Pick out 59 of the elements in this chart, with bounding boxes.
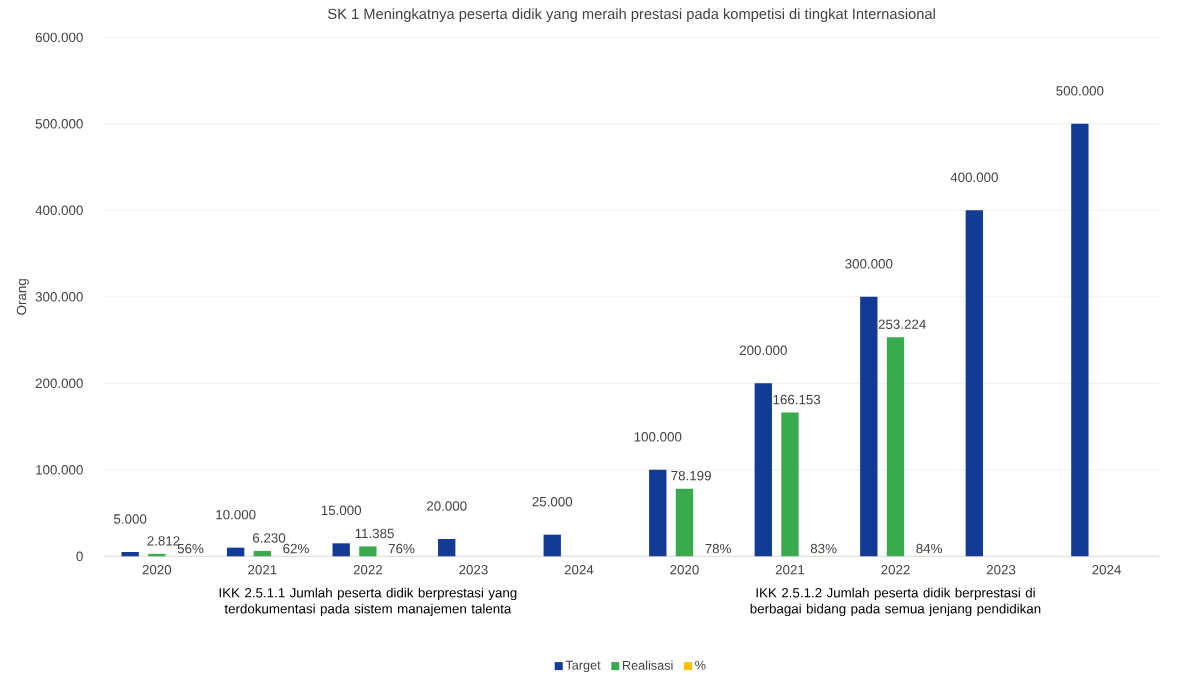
x-tick-label: 2022 <box>353 564 383 575</box>
y-tick-label: 400.000 <box>35 205 83 215</box>
bar <box>121 551 139 557</box>
data-label: 25.000 <box>532 496 573 507</box>
legend-label: Target <box>565 660 601 672</box>
bar <box>781 412 799 557</box>
bar <box>649 469 667 557</box>
data-label: 166.153 <box>773 394 821 405</box>
data-label: 10.000 <box>216 509 256 520</box>
bar <box>332 543 350 557</box>
data-label: 78.199 <box>671 470 711 481</box>
bar <box>754 383 772 557</box>
data-label: 400.000 <box>950 172 998 182</box>
bar <box>675 488 694 557</box>
x-tick-label: 2020 <box>670 564 699 575</box>
data-label: 84% <box>916 543 943 554</box>
data-label: 253.224 <box>878 319 926 329</box>
data-label: 500.000 <box>1056 85 1104 96</box>
data-label: 15.000 <box>321 505 362 515</box>
data-label: 78% <box>705 543 731 554</box>
text: IKK 2.5.1.2 Jumlah peserta didik berprestasi di berbagai bidang pada semua jenjang pendidikan <box>750 587 1041 616</box>
y-tick-label: 300.000 <box>35 291 83 302</box>
data-label: 11.385 <box>355 528 394 538</box>
data-label: 6.230 <box>253 533 286 543</box>
bar <box>543 534 561 557</box>
bar <box>253 550 272 557</box>
data-label: 200.000 <box>739 345 787 355</box>
data-label: 76% <box>388 543 415 554</box>
data-label: 20.000 <box>426 501 467 511</box>
x-tick-label: 2020 <box>142 564 172 575</box>
x-tick-label: 2022 <box>881 564 910 575</box>
y-tick-label: 500.000 <box>35 118 83 129</box>
y-tick-label: 600.000 <box>35 32 83 42</box>
bar <box>860 296 878 557</box>
legend-label: % <box>695 660 706 670</box>
data-label: 300.000 <box>845 258 893 269</box>
bar <box>227 547 245 557</box>
x-tick-label: 2021 <box>248 564 277 575</box>
bar <box>438 538 456 557</box>
text: IKK 2.5.1.1 Jumlah peserta didik berprestasi yang terdokumentasi pada sistem manajemen talenta <box>219 587 517 616</box>
bar <box>886 337 905 557</box>
y-tick-label: 200.000 <box>35 378 83 388</box>
y-tick-label: 100.000 <box>36 464 83 475</box>
y-axis-title: Orang <box>16 278 29 315</box>
data-label: 100.000 <box>634 431 682 442</box>
data-label: 83% <box>810 543 837 554</box>
x-tick-label: 2024 <box>1092 564 1121 575</box>
data-label: 62% <box>283 543 309 554</box>
bar <box>1071 123 1089 557</box>
y-tick-label: 0 <box>76 551 83 561</box>
chart-title: SK 1 Meningkatnya peserta didik yang meraih prestasi pada kompetisi di tingkat Internasional <box>328 8 935 22</box>
x-tick-label: 2023 <box>986 564 1016 575</box>
data-label: 5.000 <box>114 514 147 524</box>
x-tick-label: 2021 <box>775 564 805 575</box>
bar <box>359 546 377 557</box>
x-tick-label: 2024 <box>564 564 594 575</box>
x-tick-label: 2023 <box>459 564 488 575</box>
bar <box>965 210 984 557</box>
legend-label: Realisasi <box>623 660 673 670</box>
